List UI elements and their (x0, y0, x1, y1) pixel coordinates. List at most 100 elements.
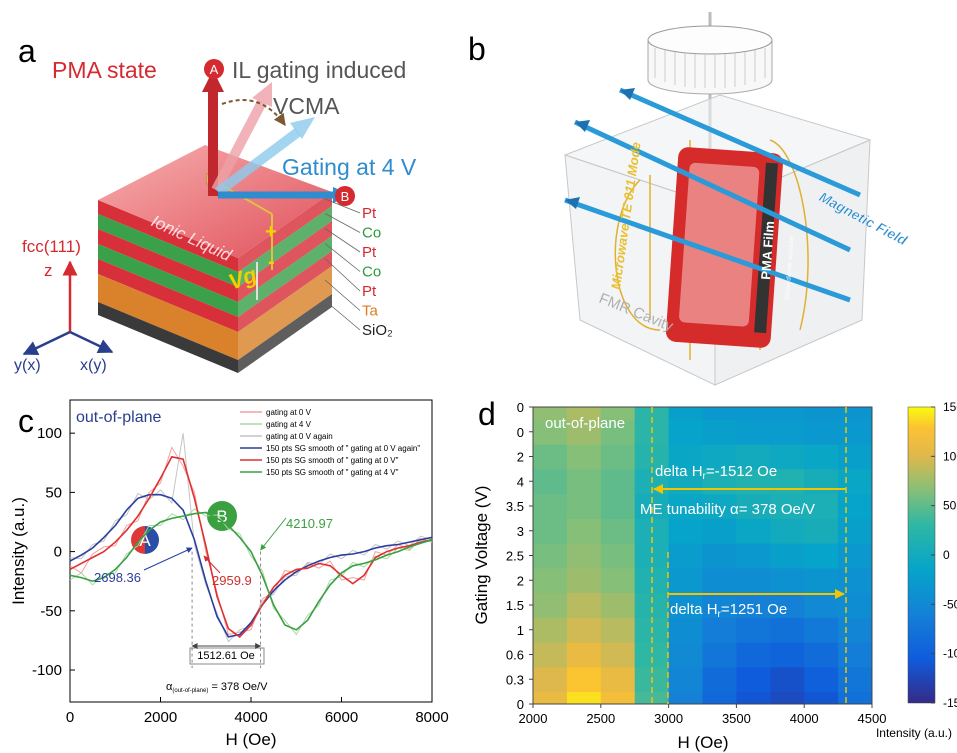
y-tick-label: -100 (32, 662, 62, 679)
heat-cell (533, 444, 567, 469)
heat-cell (838, 593, 872, 618)
layer-label: Co (362, 225, 381, 242)
heat-cell (567, 518, 601, 543)
shift-label: delta Hr=1251 Oe (670, 601, 787, 620)
shift-label: delta Hr=-1512 Oe (655, 463, 777, 482)
heat-cell (770, 568, 804, 593)
legend-label: gating at 0 V again (266, 432, 333, 441)
heat-cell (533, 642, 567, 667)
layer-label: Pt (362, 205, 377, 222)
heat-cell (601, 469, 635, 494)
heat-cell (567, 469, 601, 494)
heat-cell (703, 642, 737, 667)
x-tick-label: 4000 (234, 709, 267, 726)
heat-cell (770, 617, 804, 642)
heat-cell (770, 518, 804, 543)
colorbar (908, 407, 935, 703)
leader-line (325, 301, 360, 331)
heat-cell (804, 568, 838, 593)
panel-label: d (478, 396, 496, 432)
panel-label: c (18, 403, 34, 439)
heat-cell (736, 543, 770, 568)
y-tick-label: -50 (40, 603, 62, 620)
y-tick-label: 3.5 (506, 499, 524, 514)
heat-cell (669, 419, 703, 444)
peak-label: 2698.36 (94, 570, 141, 585)
colorbar-tick-label: -150 (943, 696, 957, 710)
shift-suffix: =-1512 Oe (706, 463, 777, 480)
panel-d: d out-of-plane H (Oe) Gating Voltage (V)… (472, 395, 957, 752)
legend-label: 150 pts SG smooth of " gating at 0 V" (266, 456, 399, 465)
heat-cell (601, 617, 635, 642)
x-tick-label: 2500 (586, 711, 615, 726)
heat-cell (601, 642, 635, 667)
heat-cell (736, 568, 770, 593)
layer-label: Ta (362, 303, 379, 320)
axis-left-label: y(x) (14, 357, 41, 374)
heat-cell (533, 518, 567, 543)
heat-cell (533, 667, 567, 692)
y-axis-title: Intensity (a.u.) (9, 497, 28, 605)
heat-cell (838, 617, 872, 642)
colorbar-tick-label: 0 (943, 548, 950, 562)
axis-right-label: x(y) (80, 357, 107, 374)
panel-b: b Microwave TE 011 Mode PMA Film Silicon… (468, 12, 910, 385)
peak-label: 4210.97 (286, 516, 333, 531)
heat-cell (804, 642, 838, 667)
heat-cell (635, 642, 669, 667)
heat-cell (703, 518, 737, 543)
tunability-label: α(out-of-plane) = 378 Oe/V (166, 681, 268, 694)
heat-cell (567, 667, 601, 692)
heat-cell (838, 469, 872, 494)
heat-cell (601, 494, 635, 519)
y-tick-label: 0 (517, 400, 524, 415)
heat-cell (567, 568, 601, 593)
x-tick-label: 3500 (722, 711, 751, 726)
y-tick-label: 0 (517, 425, 524, 440)
x-tick-label: 6000 (325, 709, 358, 726)
heat-cell (601, 444, 635, 469)
y-tick-label: 0.3 (506, 672, 524, 687)
heat-cell (770, 543, 804, 568)
figure: a Ionic Liquid + - Vg PMA state A IL gat… (0, 0, 957, 753)
heat-cell (838, 444, 872, 469)
shift-suffix: =1251 Oe (721, 601, 787, 618)
heat-cell (601, 667, 635, 692)
heat-cell (770, 667, 804, 692)
heatmap (533, 395, 873, 717)
gating-label: Gating at 4 V (282, 154, 417, 180)
y-tick-label: 100 (37, 425, 62, 442)
heat-cell (804, 419, 838, 444)
y-tick-label: 1.5 (506, 598, 524, 613)
tunability-label: ME tunability α= 378 Oe/V (640, 501, 815, 518)
heat-cell (669, 543, 703, 568)
y-tick-label: 4 (517, 474, 524, 489)
minus: - (268, 251, 275, 273)
panel-label: a (18, 33, 36, 69)
heat-cell (703, 543, 737, 568)
heat-cell (736, 642, 770, 667)
heat-cell (804, 667, 838, 692)
heat-cell (533, 568, 567, 593)
heat-cell (736, 667, 770, 692)
heat-cell (804, 444, 838, 469)
x-tick-label: 4500 (858, 711, 887, 726)
plus: + (265, 221, 277, 243)
y-tick-label: 1 (517, 623, 524, 638)
marker-label: A (210, 62, 219, 77)
panel-c: c out-of-plane H (Oe) Intensity (a.u.) 1… (9, 400, 449, 749)
y-axis-title: Gating Voltage (V) (472, 486, 491, 625)
span-label: 1512.61 Oe (197, 650, 255, 662)
crystal-label: fcc(111) (22, 237, 81, 256)
legend-label: gating at 4 V (266, 420, 312, 429)
annotation: out-of-plane (545, 415, 625, 432)
heat-cell (838, 667, 872, 692)
heat-cell (601, 593, 635, 618)
heat-cell (703, 568, 737, 593)
axis-z-label: z (44, 261, 53, 280)
colorbar-tick-label: -50 (943, 597, 957, 611)
il-gating-label: IL gating induced (232, 57, 406, 83)
x-tick-label: 3000 (654, 711, 683, 726)
y-tick-label: 2 (517, 450, 524, 465)
shift-prefix: delta H (655, 463, 703, 480)
